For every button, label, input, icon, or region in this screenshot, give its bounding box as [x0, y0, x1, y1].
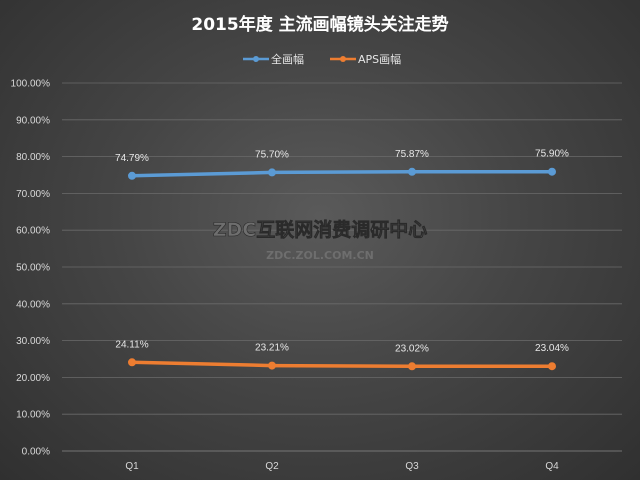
- legend-label: APS画幅: [358, 53, 401, 66]
- data-label: 74.79%: [115, 153, 149, 164]
- y-tick-label: 50.00%: [16, 263, 50, 274]
- x-tick-label: Q2: [265, 461, 279, 472]
- y-tick-label: 100.00%: [11, 79, 51, 90]
- series-line: [130, 169, 554, 178]
- data-label: 23.02%: [395, 343, 429, 354]
- data-label: 75.90%: [535, 149, 569, 160]
- x-tick-label: Q3: [405, 461, 419, 472]
- watermark-main: ZDC互联网消费调研中心: [213, 218, 428, 241]
- chart-title: 2015年度 主流画幅镜头关注走势: [191, 14, 448, 35]
- legend-label: 全画幅: [271, 52, 304, 66]
- y-tick-label: 20.00%: [16, 373, 50, 384]
- y-tick-label: 90.00%: [16, 115, 50, 126]
- data-label: 24.11%: [115, 339, 148, 350]
- legend: 全画幅 APS画幅: [243, 52, 401, 66]
- y-tick-label: 0.00%: [22, 447, 50, 458]
- data-point: [408, 362, 416, 371]
- data-label: 23.21%: [255, 343, 289, 354]
- x-tick-label: Q1: [125, 461, 139, 472]
- y-tick-label: 40.00%: [16, 299, 50, 310]
- data-point: [408, 167, 416, 176]
- data-point: [128, 358, 136, 367]
- x-tick-label: Q4: [545, 461, 559, 472]
- y-axis-ticks: 0.00% 10.00% 20.00% 30.00% 40.00% 50.00% 60.00…: [11, 79, 51, 458]
- watermark: ZDC互联网消费调研中心 ZDC.ZOL.COM.CN: [212, 218, 428, 262]
- data-point: [548, 167, 556, 176]
- x-axis-categories: Q1 Q2 Q3 Q4: [125, 461, 559, 472]
- data-label: 75.87%: [395, 149, 429, 160]
- watermark-sub: ZDC.ZOL.COM.CN: [266, 249, 374, 262]
- data-point: [268, 361, 276, 370]
- legend-marker: [340, 56, 346, 62]
- y-tick-label: 30.00%: [16, 336, 50, 347]
- data-point: [268, 168, 276, 177]
- legend-marker: [253, 56, 259, 62]
- gridlines: [62, 82, 622, 452]
- y-tick-label: 80.00%: [16, 152, 50, 163]
- data-label: 23.04%: [535, 343, 569, 354]
- data-point: [548, 362, 556, 371]
- series-line: [130, 360, 554, 369]
- y-tick-label: 60.00%: [16, 226, 50, 237]
- series-group: 74.79% 75.70% 75.87% 75.90% 24.11% 23.21% 23.0…: [115, 149, 569, 371]
- y-tick-label: 10.00%: [16, 410, 50, 421]
- y-tick-label: 70.00%: [16, 189, 50, 200]
- data-label: 75.70%: [255, 149, 289, 160]
- data-point: [128, 171, 136, 180]
